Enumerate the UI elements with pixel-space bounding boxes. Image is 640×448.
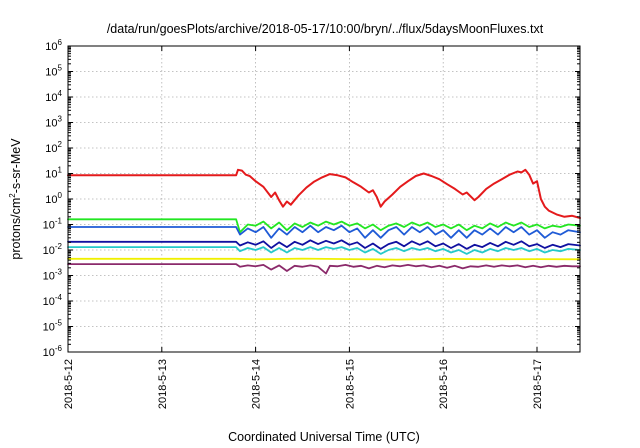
y-tick-label: 10-5 [43,319,63,334]
y-tick-label: 10-4 [43,293,63,308]
series-line-3 [67,224,581,239]
x-axis-label: Coordinated Universal Time (UTC) [228,430,420,444]
y-axis-label-sup: 2 [8,193,17,198]
y-tick-label: 106 [45,38,62,53]
data-series [67,168,581,275]
y-tick-label: 104 [45,89,62,104]
series-line-1 [67,168,581,219]
y-axis-label-prefix: protons/cm [9,198,23,260]
y-tick-label: 10-2 [43,242,63,257]
x-tick-labels: 2018-5-12 2018-5-13 2018-5-14 2018-5-15 2018… [63,359,544,409]
y-tick-label: 103 [45,115,62,130]
chart-title: /data/run/goesPlots/archive/2018-05-17/1… [107,22,544,36]
series-line-4 [67,239,581,250]
y-axis-label-suffix: -s-sr-MeV [9,138,23,194]
y-tick-label: 102 [45,140,62,155]
series-line-5 [67,246,581,255]
y-axis-label: protons/cm2-s-sr-MeV [8,138,23,260]
x-tick-label: 2018-5-17 [532,359,544,409]
grid-lines [68,46,580,352]
y-tick-label: 105 [45,64,62,79]
axis-ticks [67,45,580,353]
x-tick-label: 2018-5-16 [438,359,450,409]
x-tick-label: 2018-5-14 [251,359,263,409]
y-tick-label: 10-1 [43,217,63,232]
y-tick-label: 10-6 [43,344,63,359]
series-line-6 [67,257,581,261]
y-tick-labels: 10-6 10-5 10-4 10-3 10-2 10-1 100 101 102 103 104 1… [43,38,63,359]
x-tick-label: 2018-5-13 [157,359,169,409]
y-tick-label: 101 [45,166,62,181]
series-line-2 [67,218,581,234]
x-tick-label: 2018-5-15 [344,359,356,409]
x-tick-label: 2018-5-12 [63,359,75,409]
y-tick-label: 100 [45,191,62,206]
series-line-7 [67,263,581,275]
y-tick-label: 10-3 [43,268,63,283]
